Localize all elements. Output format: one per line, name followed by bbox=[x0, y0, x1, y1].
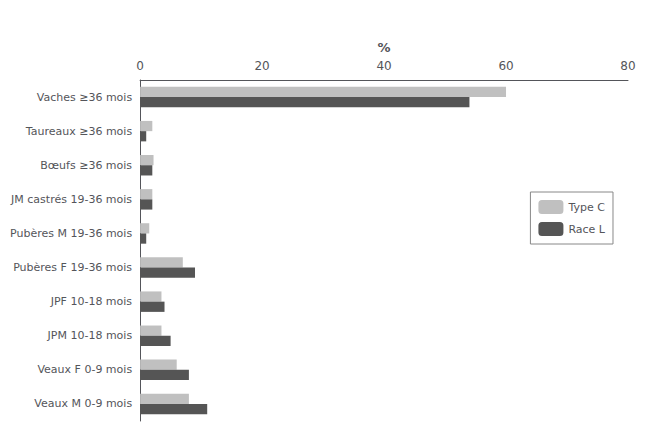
svg-text:JPF 10-18 mois: JPF 10-18 mois bbox=[50, 295, 133, 308]
svg-text:0: 0 bbox=[136, 59, 144, 73]
svg-text:20: 20 bbox=[254, 59, 269, 73]
svg-text:80: 80 bbox=[620, 59, 635, 73]
svg-text:Pubères M 19-36 mois: Pubères M 19-36 mois bbox=[10, 227, 132, 240]
svg-text:Race L: Race L bbox=[568, 223, 605, 236]
svg-text:40: 40 bbox=[376, 59, 391, 73]
svg-text:Bœufs ≥36 mois: Bœufs ≥36 mois bbox=[40, 159, 132, 172]
svg-text:Taureaux ≥36 mois: Taureaux ≥36 mois bbox=[25, 125, 133, 138]
svg-text:Type C: Type C bbox=[567, 201, 605, 214]
svg-text:JM castrés 19-36 mois: JM castrés 19-36 mois bbox=[10, 193, 132, 206]
svg-text:%: % bbox=[378, 40, 391, 55]
svg-text:Veaux F 0-9 mois: Veaux F 0-9 mois bbox=[37, 363, 132, 376]
svg-text:60: 60 bbox=[498, 59, 513, 73]
svg-text:JPM 10-18 mois: JPM 10-18 mois bbox=[47, 329, 133, 342]
svg-text:Pubères F 19-36 mois: Pubères F 19-36 mois bbox=[13, 261, 132, 274]
svg-text:Vaches ≥36 mois: Vaches ≥36 mois bbox=[37, 91, 133, 104]
svg-text:Veaux M 0-9 mois: Veaux M 0-9 mois bbox=[34, 397, 132, 410]
